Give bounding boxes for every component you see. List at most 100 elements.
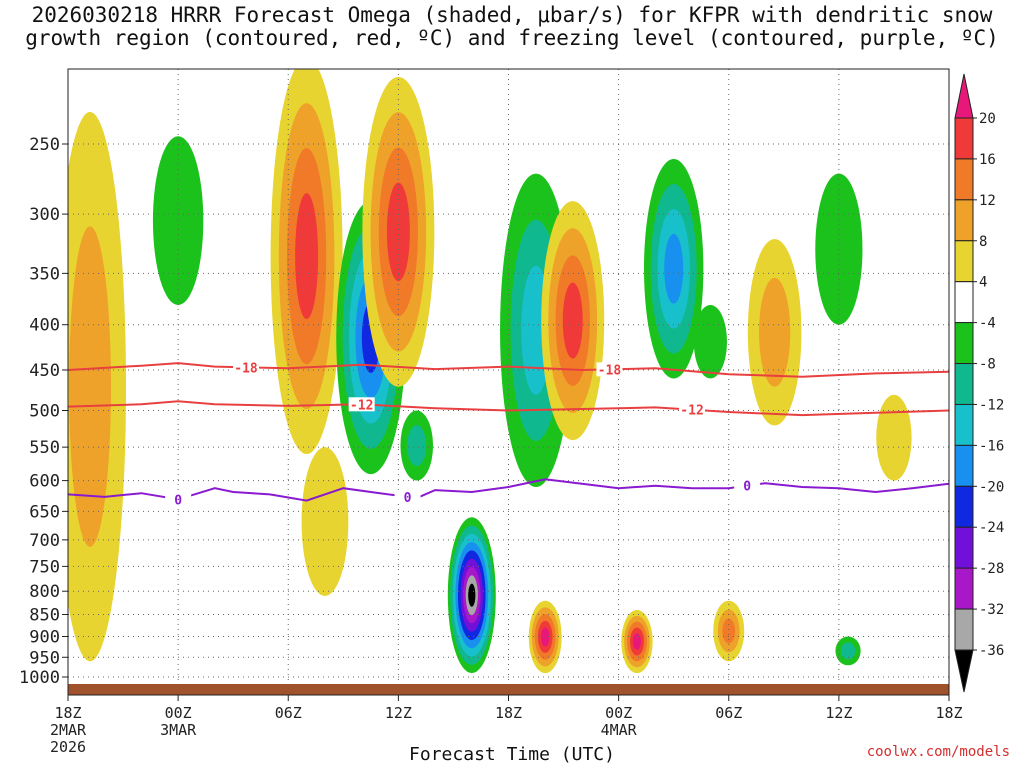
y-tick-label-850: 850 [29,606,60,626]
colorbar-label-9: -20 [979,479,1004,495]
colorbar-label-8: -16 [979,438,1004,454]
x-tick-label-18-0: 12Z [385,704,412,722]
contour-0-label-bg-0 [165,492,192,507]
credit-text: coolwx.com/models [866,744,1010,760]
x-axis-label: Forecast Time (UTC) [409,744,615,765]
contour-0-label-bg-2 [734,478,761,493]
contour--18-label-bg-0 [233,360,260,375]
colorbar-box-9 [954,444,974,487]
colorbar-box-1 [954,117,974,160]
colorbar-label-2: 12 [979,193,996,209]
contour--18-label-bg-1 [596,362,623,377]
x-tick-label-48-0: 18Z [935,704,962,722]
omega-cell-3-level-0 [301,447,349,596]
omega-cell-1-level-0 [152,136,204,306]
colorbar-label-4: 4 [979,275,987,291]
y-axis: 2503003504004505005506006507007508008509… [19,135,68,688]
colorbar-box-3 [954,199,974,242]
colorbar-box-7 [954,363,974,405]
y-tick-label-450: 450 [29,361,60,381]
x-tick-label-36-0: 06Z [715,704,742,722]
contour-0-label-2: 0 [743,480,751,495]
omega-cell-10-level-3 [562,282,583,359]
colorbar-box-8 [954,403,974,446]
omega-cell-11-level-4 [632,633,642,650]
colorbar-box-11 [954,526,974,569]
omega-cell-12-level-3 [664,233,684,304]
colorbar-box-5 [954,281,974,324]
colorbar-label-1: 16 [979,152,996,168]
contour--18-label-1: -18 [598,363,622,378]
contour--12-line [68,400,949,417]
colorbar-box-6 [954,322,974,365]
colorbar-top-arrow [954,73,974,119]
y-tick-label-1000: 1000 [19,668,60,688]
x-tick-label-30-0: 00Z [605,704,632,722]
contour--18-line [68,362,949,378]
y-tick-label-350: 350 [29,264,60,284]
title-line-1: 2026030218 HRRR Forecast Omega (shaded, … [31,3,993,27]
colorbar-box-4 [954,240,974,283]
omega-cell-7-level-8 [468,583,476,607]
ground-strip [68,684,949,695]
colorbar-label-7: -12 [979,397,1004,413]
chart-title: 2026030218 HRRR Forecast Omega (shaded, … [0,4,1024,50]
colorbar-label-12: -32 [979,602,1004,618]
contour--12-label-0: -12 [350,398,373,413]
contour-0-label-bg-1 [394,489,421,504]
y-tick-label-800: 800 [29,582,60,602]
y-tick-label-550: 550 [29,438,60,458]
omega-cell-9-level-4 [540,627,550,647]
contour-0-line [68,478,949,502]
x-tick-label-0-0: 18Z [54,704,81,722]
omega-cell-0-level-1 [69,226,112,547]
y-tick-label-950: 950 [29,648,60,668]
omega-cell-18-level-0 [876,394,912,481]
y-tick-label-650: 650 [29,502,60,522]
x-tick-label-6-0: 00Z [165,704,192,722]
omega-cell-5-level-3 [386,182,410,282]
y-tick-label-700: 700 [29,531,60,551]
contour--12-label-1: -12 [680,404,703,419]
colorbar-label-0: 20 [979,111,996,127]
y-tick-label-750: 750 [29,557,60,577]
colorbar-label-5: -4 [979,316,996,332]
y-tick-label-300: 300 [29,205,60,225]
colorbar-label-10: -24 [979,520,1004,536]
y-tick-label-900: 900 [29,627,60,647]
x-tick-label-0-1: 2MAR [50,721,87,739]
y-tick-label-400: 400 [29,316,60,336]
omega-cell-14-level-2 [722,618,736,644]
omega-cell-13-level-0 [693,305,727,379]
y-tick-label-500: 500 [29,402,60,422]
x-tick-label-42-0: 12Z [825,704,852,722]
colorbar-box-10 [954,485,974,528]
x-tick-label-30-1: 4MAR [601,721,638,739]
contour--12-label-bg-1 [679,402,706,417]
omega-shading [68,69,912,674]
colorbar-box-12 [954,567,974,610]
colorbar: 20 16 12 8 4 -4 -8 -12 -16 -20 -24 -28 -32 -36 [954,73,1004,693]
colorbar-label-11: -28 [979,561,1004,577]
omega-cell-17-level-1 [840,642,856,660]
grid-lines [67,69,950,695]
omega-cell-2-level-3 [295,193,319,320]
y-tick-label-250: 250 [29,135,60,155]
x-tick-label-0-2: 2026 [50,738,86,756]
title-line-2: growth region (contoured, red, ºC) and f… [25,26,999,50]
omega-cell-6-level-1 [407,425,427,466]
omega-cell-15-level-1 [759,277,791,387]
colorbar-label-6: -8 [979,357,996,373]
contour--18-label-0: -18 [234,361,258,376]
contour-0-label-1: 0 [404,491,412,506]
colorbar-bottom-arrow [954,649,974,693]
y-tick-label-600: 600 [29,472,60,492]
temperature-contours: -18 -18 -12 -12 0 0 0 [68,360,949,508]
colorbar-box-2 [954,158,974,201]
x-tick-label-12-0: 06Z [275,704,302,722]
colorbar-label-13: -36 [979,643,1004,659]
colorbar-label-3: 8 [979,234,987,250]
colorbar-box-13 [954,608,974,651]
